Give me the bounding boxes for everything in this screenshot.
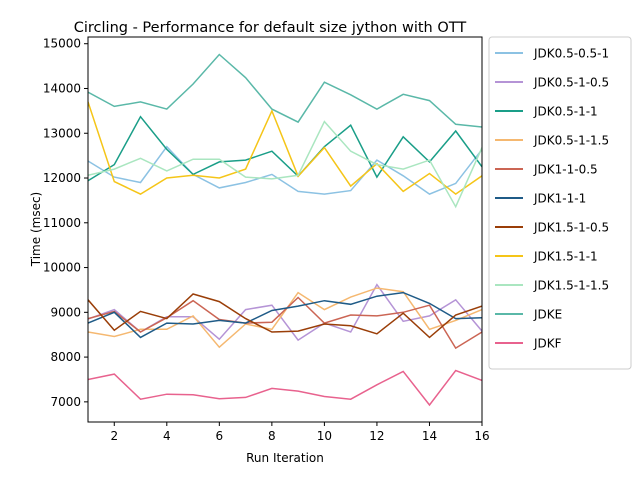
legend: JDK0.5-0.5-1 JDK0.5-1-0.5 JDK0.5-1-1 JDK0.5… <box>488 36 632 370</box>
y-tick-label: 12000 <box>43 171 81 185</box>
legend-label: JDK0.5-1-0.5 <box>533 76 609 90</box>
y-tick-label: 11000 <box>43 216 81 230</box>
y-tick-label: 8000 <box>50 350 81 364</box>
series-line-11 <box>88 369 482 407</box>
legend-label: JDK1.5-1-1.5 <box>533 279 609 293</box>
y-tick-label: 14000 <box>43 81 81 95</box>
x-tick-label: 16 <box>474 429 489 443</box>
y-axis: 7000 8000 9000 10000 11000 12000 13000 14000 150… <box>43 37 88 409</box>
legend-box <box>488 36 632 370</box>
series-line-8 <box>88 101 482 196</box>
legend-label: JDK1.5-1-0.5 <box>533 221 609 235</box>
y-tick-label: 10000 <box>43 261 81 275</box>
x-axis: 2 4 6 8 10 12 14 16 <box>110 422 490 443</box>
x-tick-label: 12 <box>369 429 384 443</box>
legend-label: JDK1-1-1 <box>533 192 586 206</box>
x-tick-label: 6 <box>216 429 224 443</box>
series-line-7 <box>88 293 482 339</box>
x-tick-label: 2 <box>110 429 118 443</box>
x-tick-label: 10 <box>317 429 332 443</box>
x-tick-label: 4 <box>163 429 171 443</box>
plot-frame <box>87 36 483 423</box>
x-tick-label: 14 <box>422 429 437 443</box>
x-axis-label: Run Iteration <box>246 451 324 465</box>
series-line-6 <box>88 291 482 339</box>
y-tick-label: 9000 <box>50 305 81 319</box>
legend-label: JDKE <box>533 308 562 322</box>
series-line-1 <box>88 145 482 195</box>
y-tick-label: 15000 <box>43 37 81 51</box>
series-layer <box>88 53 482 407</box>
series-line-9 <box>88 120 482 209</box>
series-line-10 <box>88 53 482 128</box>
chart-title: Circling - Performance for default size … <box>74 20 467 36</box>
legend-label: JDK1-1-0.5 <box>533 163 598 177</box>
series-line-5 <box>88 296 482 350</box>
series-line-3 <box>88 115 482 182</box>
legend-label: JDK0.5-0.5-1 <box>533 47 609 61</box>
x-tick-label: 8 <box>268 429 276 443</box>
series-line-4 <box>88 287 482 349</box>
legend-label: JDK0.5-1-1 <box>533 105 598 119</box>
y-tick-label: 7000 <box>50 395 81 409</box>
legend-label: JDKF <box>533 337 562 351</box>
y-axis-label: Time (msec) <box>29 192 43 267</box>
legend-label: JDK0.5-1-1.5 <box>533 134 609 148</box>
legend-label: JDK1.5-1-1 <box>533 250 598 264</box>
y-tick-label: 13000 <box>43 126 81 140</box>
